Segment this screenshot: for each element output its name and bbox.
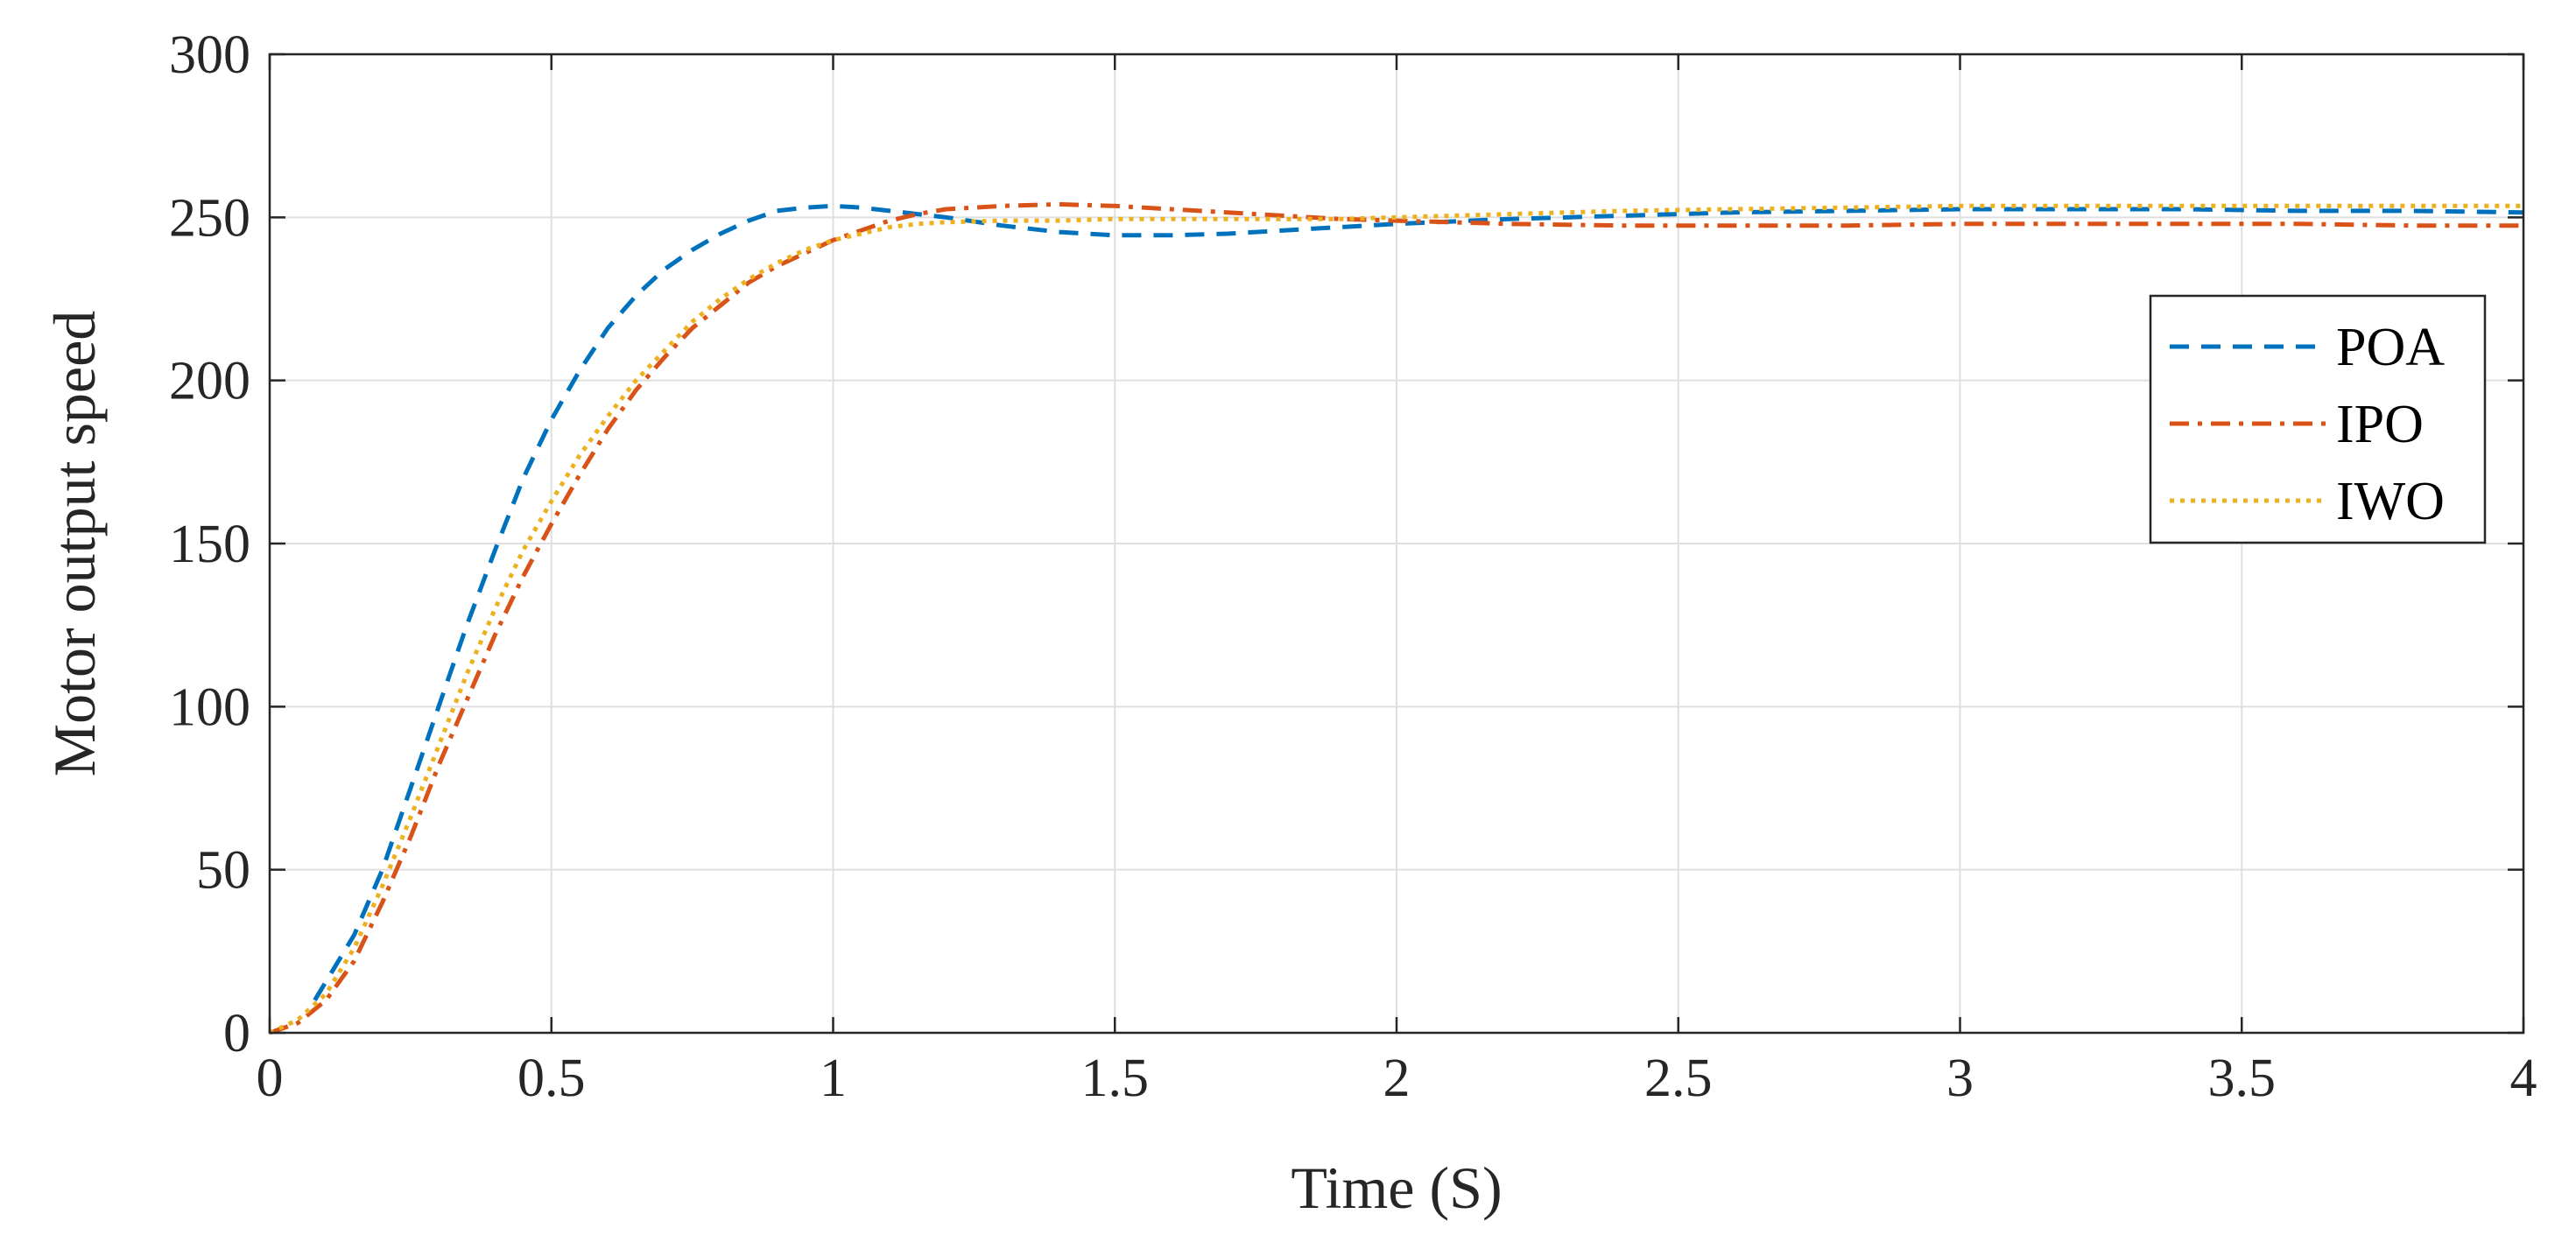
x-tick-label: 3.5 (2208, 1049, 2277, 1108)
series-lines (268, 201, 2524, 1035)
x-tick-label: 2 (1383, 1049, 1411, 1108)
x-tick-label: 0 (257, 1049, 284, 1108)
legend-label-iwo: IWO (2336, 472, 2445, 531)
y-tick-label: 300 (169, 25, 250, 85)
y-tick-label: 200 (169, 352, 250, 411)
y-tick-label: 100 (169, 677, 250, 737)
x-tick-label: 2.5 (1644, 1049, 1713, 1108)
x-tick-label: 0.5 (517, 1049, 586, 1108)
legend-label-ipo: IPO (2336, 395, 2424, 454)
x-axis-label: Time (S) (1291, 1154, 1502, 1221)
ticks: 0 0.5 1 1.5 2 2.5 3 3.5 4 0 50 100 150 200 250 300 (169, 25, 2537, 1108)
grid (270, 54, 2523, 1033)
x-tick-label: 4 (2510, 1049, 2537, 1108)
y-axis-label: Motor output speed (41, 311, 108, 777)
x-tick-label: 1.5 (1081, 1049, 1150, 1108)
y-tick-label: 250 (169, 188, 250, 248)
y-tick-label: 50 (196, 841, 250, 901)
y-tick-label: 0 (223, 1004, 250, 1063)
y-tick-label: 150 (169, 515, 250, 574)
legend: POA IPO IWO (2149, 294, 2487, 544)
legend-label-poa: POA (2336, 318, 2445, 377)
series-line-poa (313, 203, 2524, 1001)
x-tick-label: 3 (1946, 1049, 1974, 1108)
x-tick-label: 1 (820, 1049, 847, 1108)
